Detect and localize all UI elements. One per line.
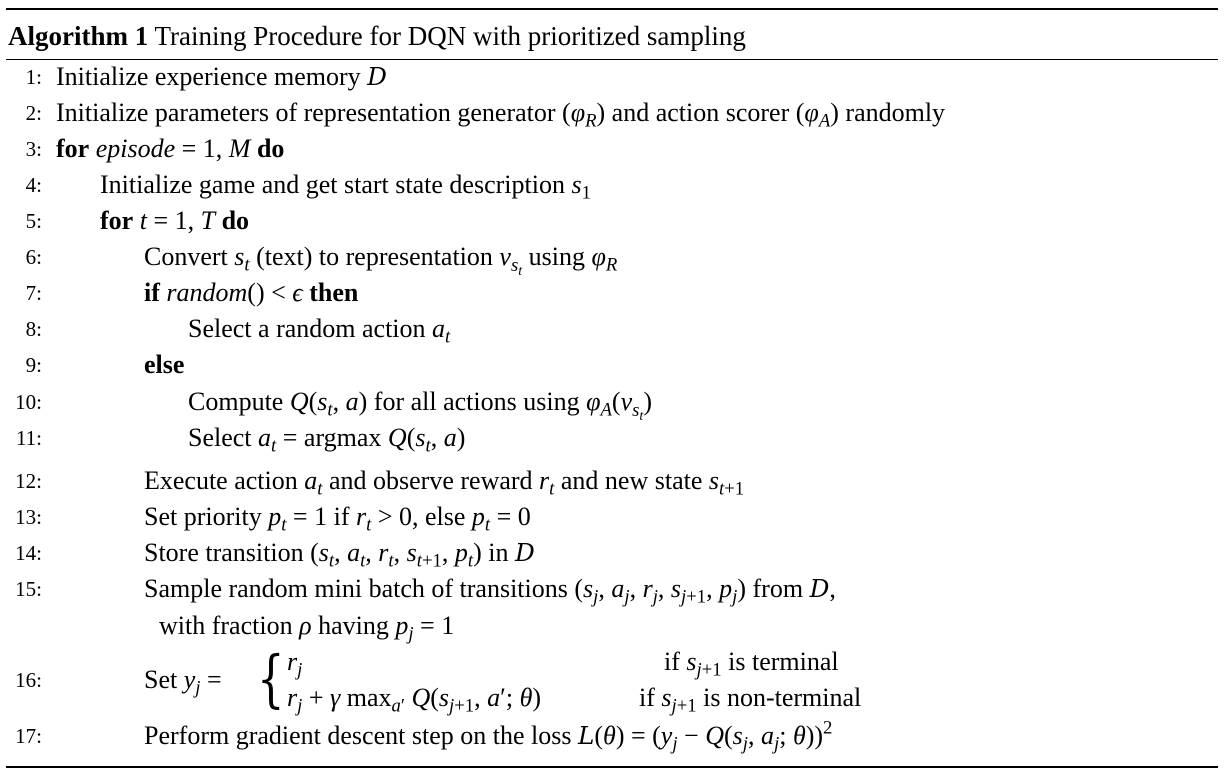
case-1-condition: if sj+1 is terminal [664, 647, 839, 681]
line-number: 9: [25, 353, 42, 377]
case-brace: { [257, 642, 285, 715]
line-text: Sample random mini batch of transitions … [144, 574, 836, 608]
line-number: 6: [25, 245, 42, 269]
line-number: 13: [15, 505, 42, 529]
algorithm-label: Algorithm 1 [8, 21, 149, 51]
case-1-value: rj [287, 647, 303, 681]
line-text: Initialize experience memory D [56, 62, 387, 91]
case-2-value: rj + γ maxa′ Q(sj+1, a′; θ) [287, 683, 542, 717]
line-number: 5: [25, 209, 42, 233]
bottom-rule [6, 766, 1218, 768]
line-number: 16: [15, 668, 42, 692]
line-text: Compute Q(st, a) for all actions using φ… [188, 387, 652, 424]
line-number: 11: [15, 426, 42, 450]
line-number: 7: [25, 281, 42, 305]
line-number: 17: [15, 724, 42, 748]
line-number: 8: [25, 317, 42, 341]
line-number: 4: [25, 173, 42, 197]
line-number: 3: [25, 137, 42, 161]
line-text: if random() < ϵ then [144, 278, 359, 307]
line-number: 1: [25, 65, 42, 89]
line-text: Execute action at and observe reward rt … [144, 466, 745, 500]
line-text: Store transition (st, at, rt, st+1, pt) … [144, 538, 535, 572]
line-text: Initialize game and get start state desc… [100, 170, 591, 204]
caption-rule [6, 59, 1218, 61]
case-2-condition: if sj+1 is non-terminal [639, 683, 862, 717]
line-number: 14: [15, 541, 42, 565]
line-text: for episode = 1, M do [56, 134, 285, 163]
line-text: Convert st (text) to representation vst … [144, 242, 618, 279]
algorithm-caption: Algorithm 1 Training Procedure for DQN w… [8, 21, 746, 52]
line-text: Set priority pt = 1 if rt > 0, else pt =… [144, 502, 531, 536]
top-rule [6, 8, 1218, 10]
line-text: for t = 1, T do [100, 206, 250, 235]
algorithm-title: Training Procedure for DQN with prioriti… [154, 21, 746, 51]
line-number: 2: [25, 101, 42, 125]
line-number: 10: [15, 390, 42, 414]
line-number: 12: [15, 469, 42, 493]
line-text: Initialize parameters of representation … [56, 98, 946, 132]
line-text: Select at = argmax Q(st, a) [188, 423, 466, 457]
line-text: Perform gradient descent step on the los… [144, 717, 833, 755]
line-text: with fraction ρ having pj = 1 [159, 611, 455, 645]
line-text: Set yj = [144, 665, 222, 699]
line-number: 15: [15, 577, 42, 601]
line-text: Select a random action at [188, 314, 451, 348]
line-text: else [144, 350, 185, 379]
